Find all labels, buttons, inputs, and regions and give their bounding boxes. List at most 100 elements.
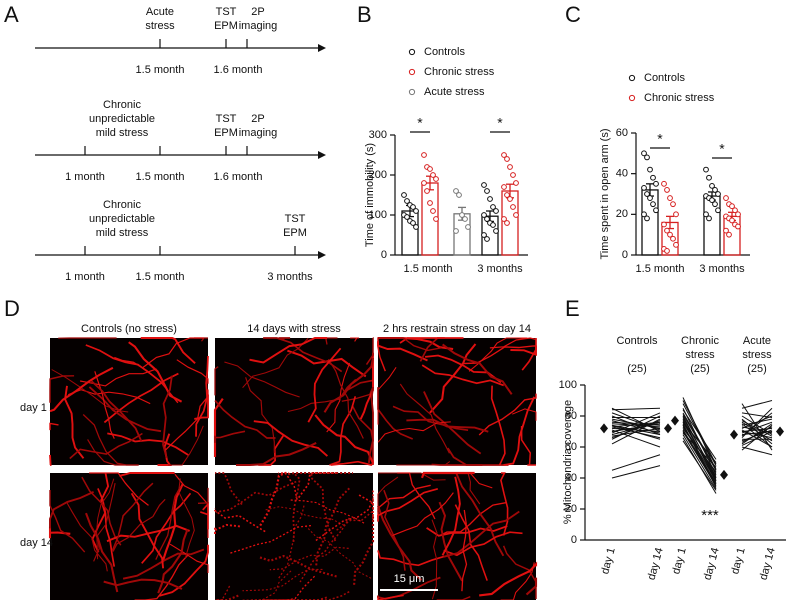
paired-line: [682, 409, 717, 460]
paired-line: [611, 429, 661, 448]
legend-label: Controls: [644, 72, 685, 84]
filament: [69, 432, 143, 460]
filament: [397, 472, 436, 520]
filament: [85, 512, 119, 593]
y-tick-label: 0: [571, 534, 577, 546]
filament: [194, 337, 208, 342]
significance-label: ***: [701, 507, 719, 524]
data-point: [712, 201, 718, 208]
paired-line: [741, 426, 773, 434]
group-label: Chronic: [681, 335, 719, 347]
filament: [168, 425, 204, 466]
event-label: Chronic: [103, 99, 141, 111]
filament: [140, 337, 196, 365]
data-point: [664, 248, 670, 254]
y-axis-label: % Mitochondria coverage: [562, 400, 574, 524]
data-point: [644, 191, 650, 197]
filament: [236, 441, 317, 467]
y-tick-label: 80: [565, 410, 577, 422]
filament: [429, 343, 477, 414]
filament: [215, 594, 239, 600]
filament: [367, 386, 374, 463]
column-label: Controls (no stress): [81, 323, 177, 335]
data-point: [673, 241, 679, 248]
paired-line: [741, 426, 773, 443]
legend-label: Chronic stress: [424, 66, 495, 78]
event-label: 2P: [251, 6, 264, 18]
paired-line: [611, 465, 661, 479]
event-label: TST: [285, 213, 306, 225]
filament: [157, 528, 189, 594]
data-point: [729, 217, 735, 224]
filament: [111, 482, 154, 551]
data-point: [723, 195, 729, 201]
paired-line: [741, 412, 773, 419]
filament: [490, 385, 506, 466]
y-tick-label: 0: [381, 249, 387, 261]
data-point: [413, 208, 419, 214]
x-tick-label: day 14: [702, 546, 722, 581]
paired-line: [741, 403, 773, 451]
paired-line: [682, 414, 717, 471]
row-label: day 14: [20, 537, 53, 549]
data-point: [664, 227, 670, 234]
y-tick-label: 0: [622, 249, 628, 261]
filament: [383, 489, 406, 571]
legend-label: Acute stress: [424, 86, 485, 98]
filament: [377, 421, 451, 443]
filament: [178, 478, 195, 559]
filament: [315, 490, 374, 542]
data-point: [653, 180, 659, 187]
data-point: [413, 224, 419, 230]
data-point: [484, 236, 490, 242]
y-axis-label: Time of immobility (s): [364, 143, 376, 247]
data-point: [732, 207, 738, 214]
data-point: [501, 184, 507, 190]
paired-line: [741, 400, 773, 409]
legend-marker: [628, 74, 636, 82]
filament: [48, 526, 71, 539]
data-point: [433, 176, 439, 182]
x-tick-label: 3 months: [699, 263, 745, 275]
filament: [134, 554, 189, 600]
data-point: [667, 231, 673, 238]
micrograph: [378, 338, 536, 465]
data-point: [404, 198, 410, 204]
filament: [510, 345, 537, 356]
panel-label: C: [565, 2, 581, 27]
paired-line: [611, 423, 661, 432]
data-point: [510, 204, 516, 210]
time-label: 1.5 month: [136, 64, 185, 76]
data-point: [410, 220, 416, 226]
filament: [365, 337, 374, 366]
filament: [287, 378, 357, 413]
filament: [49, 366, 114, 413]
filament: [242, 568, 323, 592]
data-point: [427, 166, 433, 172]
filament: [353, 516, 375, 585]
data-point: [706, 215, 712, 222]
filament: [438, 501, 463, 582]
filament: [213, 397, 224, 457]
group-count: (25): [690, 363, 710, 375]
event-label: EPM: [283, 227, 307, 239]
filament: [249, 337, 328, 364]
x-tick-label: 1.5 month: [404, 263, 453, 275]
data-point: [644, 215, 650, 222]
filament: [128, 341, 183, 403]
significance-label: *: [657, 131, 663, 147]
x-tick-label: day 14: [646, 546, 666, 581]
filament: [392, 492, 454, 536]
data-point: [513, 212, 519, 218]
paired-line: [611, 412, 661, 431]
x-tick-label: day 1: [729, 546, 748, 575]
filament: [439, 502, 506, 537]
paired-line: [611, 415, 661, 436]
filament: [377, 487, 439, 522]
data-point: [641, 211, 647, 218]
y-tick-label: 20: [616, 208, 628, 220]
data-point: [641, 150, 647, 157]
filament: [441, 343, 513, 395]
filament: [330, 460, 374, 466]
filament: [107, 432, 189, 456]
